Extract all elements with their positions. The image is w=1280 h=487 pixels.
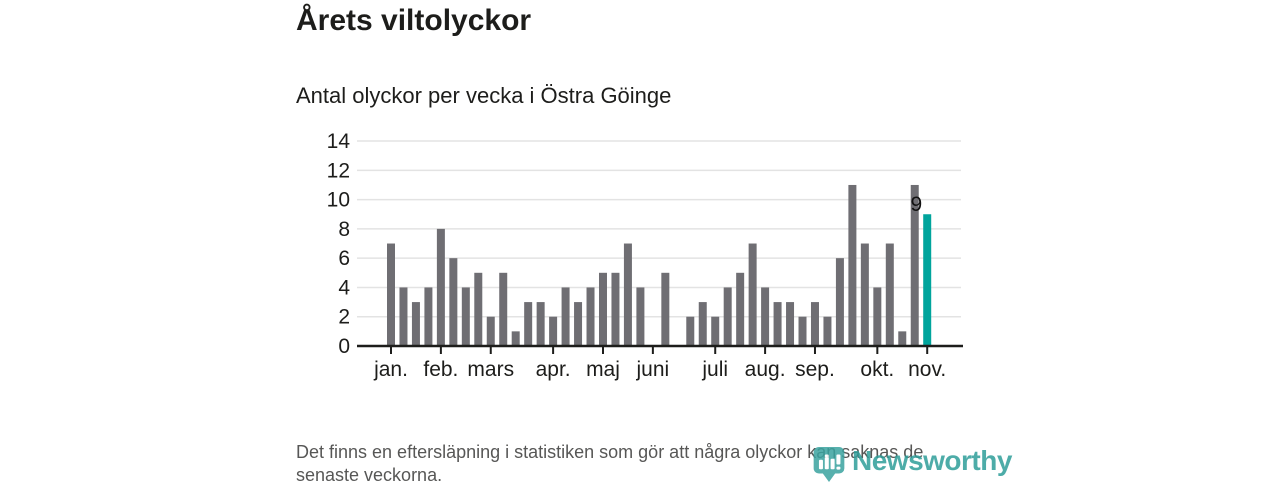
bar — [474, 272, 483, 346]
bar — [698, 302, 707, 346]
y-axis-label: 8 — [338, 218, 350, 241]
bar — [524, 302, 533, 346]
newsworthy-wordmark: Newsworthy — [852, 445, 1012, 476]
highlight-value-label: 9 — [911, 193, 923, 216]
bar — [723, 287, 732, 346]
x-axis-label: aug. — [745, 358, 786, 381]
y-axis-label: 4 — [338, 276, 350, 299]
bar — [499, 272, 508, 346]
x-axis-label: apr. — [536, 358, 571, 381]
bar — [561, 287, 570, 346]
y-axis-label: 10 — [327, 189, 350, 212]
y-axis-label: 0 — [338, 335, 350, 358]
x-axis-label: juli — [701, 358, 728, 381]
y-axis-label: 6 — [338, 247, 350, 270]
bar — [898, 331, 907, 346]
footnote-line: Det finns en eftersläpning i statistiken… — [296, 442, 924, 462]
bar — [823, 316, 832, 346]
bar — [711, 316, 720, 346]
bar — [773, 302, 782, 346]
bar — [574, 302, 583, 346]
bar — [736, 272, 745, 346]
bar — [586, 287, 595, 346]
y-axis-label: 14 — [327, 130, 351, 153]
bar — [461, 287, 470, 346]
newsworthy-logo: Newsworthy — [813, 446, 1012, 482]
bar — [424, 287, 433, 346]
bar — [549, 316, 558, 346]
y-axis-label: 12 — [327, 159, 350, 182]
bar — [511, 331, 520, 346]
bar — [486, 316, 495, 346]
x-axis-label: jan. — [373, 358, 408, 381]
chart-subtitle: Antal olyckor per vecka i Östra Göinge — [296, 83, 672, 108]
bar — [761, 287, 770, 346]
bar — [860, 243, 869, 346]
x-axis-label: feb. — [423, 358, 458, 381]
y-axis-label: 2 — [338, 306, 350, 329]
bar-chart: 0 2 4 6 8 10 12 14 jan. feb. mars apr. maj juni juli au… — [327, 130, 963, 381]
bar — [810, 302, 819, 346]
bar — [449, 258, 458, 346]
x-axis-label: okt. — [860, 358, 894, 381]
bar — [387, 243, 395, 346]
bar — [598, 272, 607, 346]
x-axis-label: nov. — [908, 358, 946, 381]
bar — [873, 287, 882, 346]
bar — [399, 287, 408, 346]
x-axis-label: maj — [586, 358, 620, 381]
bar — [910, 184, 919, 346]
bar — [835, 258, 844, 346]
newsworthy-pin-icon — [813, 447, 845, 482]
bar — [686, 316, 695, 346]
bar — [636, 287, 645, 346]
x-axis-label: mars — [467, 358, 514, 381]
bar-current-week — [923, 214, 932, 346]
bar — [798, 316, 807, 346]
x-axis-label: juni — [636, 358, 670, 381]
bar — [536, 302, 545, 346]
bar — [436, 228, 445, 346]
bar — [611, 272, 620, 346]
bar — [748, 243, 757, 346]
bar — [411, 302, 420, 346]
bar — [661, 272, 670, 346]
x-axis-label: sep. — [795, 358, 835, 381]
bar — [786, 302, 795, 346]
bar — [848, 184, 857, 346]
bar — [885, 243, 894, 346]
bar — [623, 243, 632, 346]
page-title: Årets viltolyckor — [296, 4, 532, 37]
